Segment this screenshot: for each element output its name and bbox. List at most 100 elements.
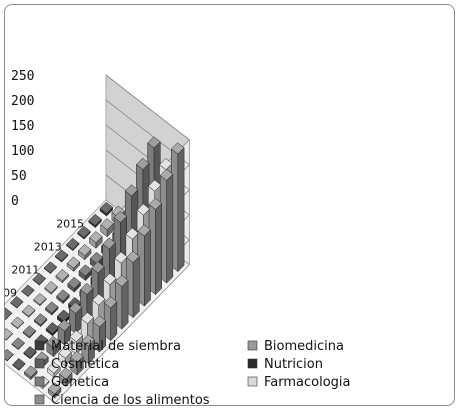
legend-swatch	[34, 340, 45, 351]
y-axis-ticks: 250 200 150 100 50 0	[11, 69, 34, 209]
bar-biomedicina-2014	[89, 231, 103, 249]
bar-farmacologia-2006	[47, 361, 61, 378]
bar-side	[51, 306, 59, 316]
bar-cosmetica-2005	[5, 348, 14, 362]
chart-bars	[5, 136, 185, 399]
bar-biomedicina-2007	[10, 316, 25, 330]
depth-axis-ticks: 201520132011200920072005	[5, 217, 84, 299]
bar-side	[39, 297, 47, 307]
bar-side	[84, 248, 92, 261]
bar-side	[50, 285, 58, 295]
legend-swatch	[34, 358, 45, 369]
bar-side	[95, 218, 102, 229]
bar-genetica-2008	[57, 319, 72, 346]
legend-swatch	[34, 394, 45, 405]
bar-side	[110, 301, 118, 342]
bar-material-de-siembra-2008	[10, 296, 24, 309]
bar-side	[72, 242, 80, 252]
depth-tick-label: 2011	[11, 263, 39, 276]
bar-side	[62, 273, 69, 284]
bar-side	[50, 266, 57, 275]
bar-cosmetica-2009	[45, 301, 59, 316]
bar-side	[29, 350, 37, 360]
bar-ciencia-de-los-alimentos-2015	[159, 168, 174, 284]
bar-side	[53, 366, 61, 378]
legend-swatch	[247, 340, 258, 351]
bar-material-de-siembra-2009	[21, 284, 35, 298]
bar-genetica-2009	[68, 301, 83, 335]
bar-farmacologia-2008	[69, 330, 83, 355]
bar-side	[95, 235, 103, 249]
bar-side	[155, 202, 162, 296]
bar-material-de-siembra-2016	[99, 201, 114, 217]
bar-side	[18, 342, 25, 351]
bar-ciencia-de-los-alimentos-2011	[115, 274, 129, 330]
bar-cosmetica-2012	[78, 264, 93, 282]
bar-genetica-2007	[46, 335, 60, 358]
legend-label: Nutricion	[264, 357, 323, 372]
bar-biomedicina-2012	[66, 256, 81, 272]
bar-side	[17, 321, 25, 330]
bar-side	[88, 339, 95, 365]
y-tick-label: 100	[11, 144, 34, 159]
bar-side	[6, 353, 14, 362]
bar-nutricion-2008	[45, 322, 60, 337]
bar-side	[39, 277, 46, 286]
bar-ciencia-de-los-alimentos-2008	[81, 334, 95, 365]
y-tick-label: 150	[11, 119, 34, 134]
bar-side	[53, 340, 60, 358]
depth-tick-label: 2015	[56, 217, 84, 230]
bar-material-de-siembra-2012	[54, 249, 69, 263]
bar-ciencia-de-los-alimentos-2010	[103, 296, 118, 342]
bar-cosmetica-2006	[11, 337, 25, 351]
bar-ciencia-de-los-alimentos-2016	[171, 142, 185, 273]
bar-side	[144, 229, 151, 307]
legend-label: Cosmetica	[51, 357, 119, 372]
bar-side	[62, 294, 70, 305]
legend: Material de siembra Biomedicina Cosmetica N…	[34, 339, 351, 406]
bar-side	[106, 206, 113, 217]
bar-cosmetica-2010	[56, 289, 70, 305]
bar-side	[83, 230, 91, 240]
legend-label: Material de siembra	[51, 339, 181, 354]
bar-side	[28, 309, 36, 318]
bar-side	[177, 147, 185, 273]
bar-ciencia-de-los-alimentos-2007	[70, 350, 84, 376]
bar-side	[65, 372, 73, 388]
bar-biomedicina-2010	[44, 281, 58, 295]
bar-material-de-siembra-2010	[32, 272, 46, 286]
bar-ciencia-de-los-alimentos-2013	[137, 224, 151, 307]
bar-side	[76, 355, 84, 376]
bar-ciencia-de-los-alimentos-2014	[148, 197, 163, 296]
bar-cosmetica-2008	[33, 313, 48, 328]
bar-side	[99, 320, 106, 353]
bar-side	[166, 173, 174, 284]
legend-label: Ciencia de los alimentos	[51, 393, 210, 406]
bar-biomedicina-2006	[5, 328, 13, 341]
bar-side	[73, 261, 81, 272]
bar-side	[132, 255, 140, 319]
depth-tick-label: 2013	[34, 240, 62, 253]
bar-nutricion-2006	[23, 346, 37, 360]
bar-side	[61, 254, 69, 263]
bar-biomedicina-2013	[77, 244, 92, 261]
bar-ciencia-de-los-alimentos-2012	[126, 250, 140, 319]
y-tick-label: 0	[11, 194, 19, 209]
bar-side	[64, 351, 72, 367]
bar-material-de-siembra-2007	[5, 307, 13, 321]
bar-nutricion-2005	[12, 358, 26, 371]
bar-side	[54, 387, 62, 399]
bar-farmacologia-2007	[58, 346, 72, 367]
bar-biomedicina-2009	[33, 293, 47, 307]
bar-side	[16, 300, 24, 309]
bar-side	[106, 222, 114, 238]
legend-label: Biomedicina	[264, 339, 344, 354]
legend-swatch	[247, 376, 258, 387]
bar-ciencia-de-los-alimentos-2005	[47, 382, 62, 399]
depth-tick-label: 2009	[5, 286, 17, 299]
legend-label: Genetica	[51, 375, 109, 390]
bar-material-de-siembra-2014	[77, 225, 91, 240]
legend-swatch	[34, 376, 45, 387]
